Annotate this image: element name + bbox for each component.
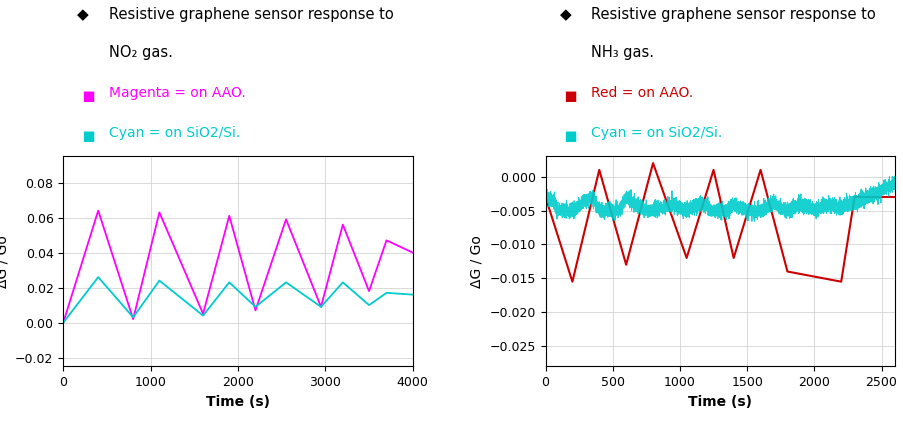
Text: Resistive graphene sensor response to: Resistive graphene sensor response to [591,7,875,22]
Y-axis label: ΔG / Go: ΔG / Go [470,235,483,288]
Y-axis label: ΔG / Go: ΔG / Go [0,235,10,288]
Text: ▪: ▪ [563,126,576,146]
Text: ▪: ▪ [80,86,95,106]
Text: Resistive graphene sensor response to: Resistive graphene sensor response to [108,7,393,22]
Text: ▪: ▪ [80,126,95,146]
Text: NH₃ gas.: NH₃ gas. [591,45,653,60]
Text: Cyan = on SiO2/Si.: Cyan = on SiO2/Si. [591,126,721,140]
Text: ◆: ◆ [77,7,88,22]
X-axis label: Time (s): Time (s) [687,394,751,409]
Text: Magenta = on AAO.: Magenta = on AAO. [108,86,246,101]
Text: NO₂ gas.: NO₂ gas. [108,45,172,60]
Text: Red = on AAO.: Red = on AAO. [591,86,693,101]
Text: ▪: ▪ [563,86,576,106]
Text: ◆: ◆ [559,7,571,22]
X-axis label: Time (s): Time (s) [206,394,270,409]
Text: Cyan = on SiO2/Si.: Cyan = on SiO2/Si. [108,126,239,140]
